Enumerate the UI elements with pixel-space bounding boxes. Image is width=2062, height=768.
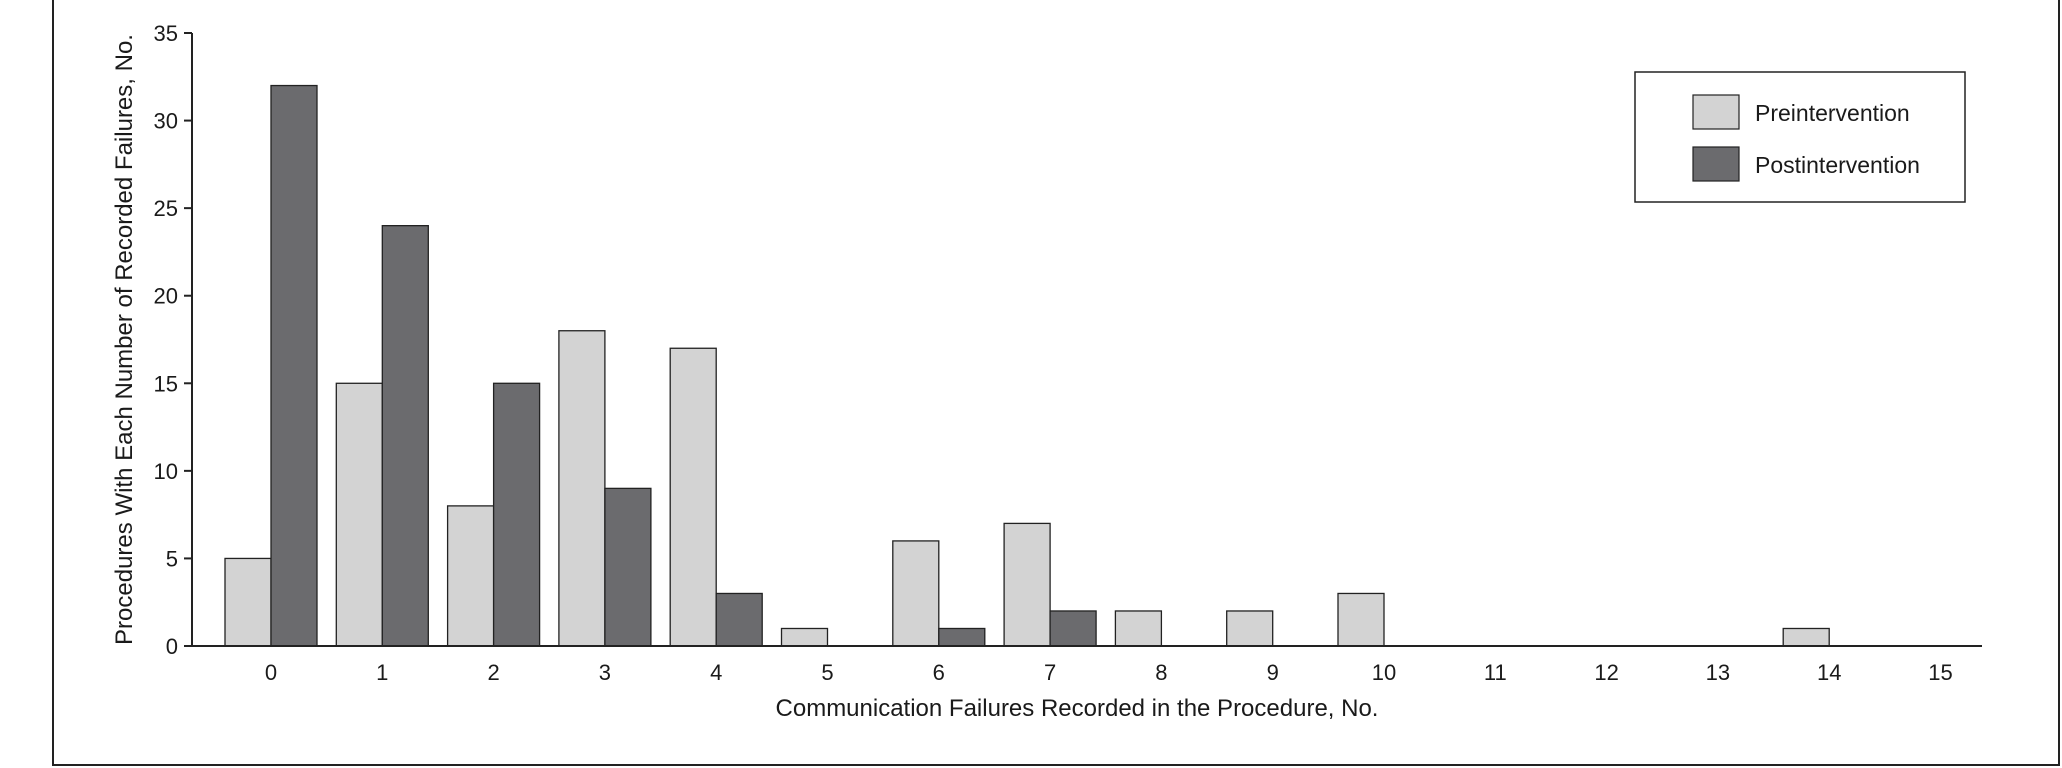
y-tick-label: 0 [166, 634, 178, 659]
x-tick-label: 12 [1594, 660, 1618, 685]
bar-preintervention-1 [335, 382, 383, 647]
bars-layer [224, 84, 1830, 647]
y-tick-label: 35 [154, 21, 178, 46]
figure-frame [52, 0, 2060, 766]
bar-preintervention-10 [1337, 592, 1385, 647]
x-tick-label: 1 [376, 660, 388, 685]
legend-swatch-preintervention [1692, 94, 1740, 130]
bar-preintervention-5 [780, 627, 829, 647]
bar-postintervention-7 [1049, 610, 1097, 647]
bar-postintervention-1 [381, 225, 429, 647]
x-tick-label: 13 [1706, 660, 1730, 685]
legend: Preintervention Postintervention [1634, 71, 1966, 203]
x-tick-label: 7 [1044, 660, 1056, 685]
bar-postintervention-3 [604, 487, 652, 647]
x-tick-label: 8 [1155, 660, 1167, 685]
y-tick-label: 15 [154, 371, 178, 396]
bar-postintervention-0 [270, 84, 318, 647]
bar-preintervention-9 [1226, 610, 1274, 647]
y-ticks: 0 5 10 15 20 25 30 35 [154, 21, 192, 659]
bar-preintervention-3 [558, 330, 606, 647]
x-axis-title: Communication Failures Recorded in the P… [776, 695, 1379, 722]
bar-preintervention-14 [1782, 627, 1830, 647]
x-tick-label: 9 [1267, 660, 1279, 685]
legend-swatch-postintervention [1692, 146, 1740, 182]
x-tick-label: 15 [1928, 660, 1952, 685]
bar-preintervention-7 [1003, 522, 1051, 647]
y-tick-label: 10 [154, 459, 178, 484]
x-tick-label: 0 [265, 660, 277, 685]
bar-preintervention-8 [1114, 610, 1163, 647]
x-tick-label: 10 [1372, 660, 1396, 685]
y-tick-label: 25 [154, 196, 178, 221]
x-tick-label: 2 [487, 660, 499, 685]
bar-postintervention-2 [492, 382, 541, 647]
bar-postintervention-6 [938, 627, 986, 647]
legend-label-postintervention: Postintervention [1755, 152, 1920, 178]
x-tick-label: 14 [1817, 660, 1841, 685]
bar-preintervention-2 [446, 505, 495, 647]
y-tick-label: 30 [154, 109, 178, 134]
bar-postintervention-4 [715, 592, 763, 647]
bar-preintervention-6 [892, 540, 940, 647]
x-category-labels: 0 1 2 3 4 5 6 7 8 9 10 11 12 13 14 15 [265, 660, 1953, 685]
bar-preintervention-0 [224, 557, 272, 647]
x-tick-label: 3 [599, 660, 611, 685]
x-tick-label: 4 [710, 660, 722, 685]
axes-layer [191, 33, 1982, 647]
x-tick-label: 11 [1484, 660, 1507, 685]
x-tick-label: 5 [821, 660, 833, 685]
x-tick-label: 6 [933, 660, 945, 685]
bar-preintervention-4 [669, 347, 717, 647]
y-tick-label: 5 [166, 546, 178, 571]
legend-label-preintervention: Preintervention [1755, 100, 1910, 126]
y-tick-label: 20 [154, 284, 178, 309]
legend-box [1634, 71, 1966, 203]
y-axis-title: Procedures With Each Number of Recorded … [111, 34, 138, 645]
